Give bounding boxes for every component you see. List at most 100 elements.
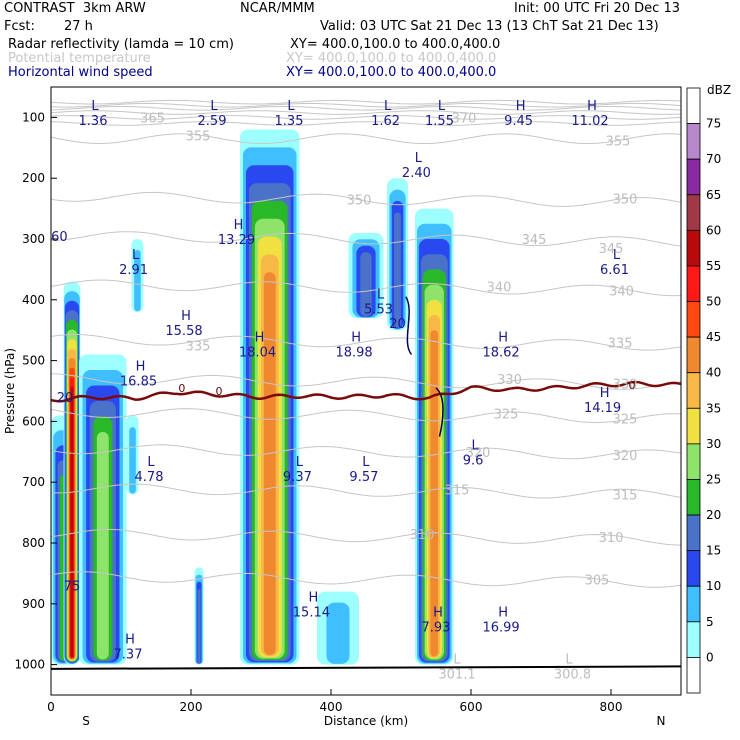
theta-label: 335 [608,336,633,351]
reflectivity-band [240,129,300,665]
theta-contour-line [51,133,681,145]
x-tick-label: 0 [47,700,55,714]
reflectivity-band [195,574,203,665]
reflectivity-band [424,284,444,660]
wind-contour-line [435,387,444,437]
plot-frame [50,86,682,696]
reflectivity-band [251,200,288,660]
reflectivity-band [422,269,446,661]
theta-label: 340 [609,285,634,300]
theta-low-label: L [453,653,461,668]
wind-contour-label: 60 [51,230,68,245]
wind-extremum-value: 18.98 [335,345,372,360]
reflectivity-band [134,249,141,312]
field-name-reflectivity: Radar reflectivity (lamda = 10 cm) [8,37,234,52]
theta-label: 315 [613,488,638,503]
reflectivity-band [254,218,285,659]
theta-contour-line [51,115,681,120]
theta-contour-line [51,279,681,297]
wind-extremum-type: H [181,309,191,324]
theta-label: 325 [494,407,519,422]
colorbar-tick-label: 55 [706,259,721,273]
colorbar-swatch [686,336,701,374]
wind-extremum-value: 1.35 [275,114,304,129]
theta-contour-line [51,373,681,390]
wind-extremum-value: 2.59 [198,114,227,129]
theta-label: 345 [599,242,624,257]
colorbar-swatch [686,265,701,302]
reflectivity-band [68,358,76,660]
wind-extremum-value: 9.6 [463,454,484,469]
colorbar-tick-label: 35 [706,401,721,415]
valid-time: Valid: 03 UTC Sat 21 Dec 13 (13 ChT Sat … [320,19,659,34]
theta-contour-line [51,444,681,460]
reflectivity-band [197,589,201,664]
theta-contour-line [51,191,681,207]
reflectivity-band [389,189,406,330]
colorbar-tick-label: 60 [706,223,721,237]
theta-label: 310 [599,531,624,546]
colorbar-swatch [686,87,701,124]
reflectivity-band [260,254,279,657]
wind-extremum-value: 15.58 [165,324,202,339]
theta-label: 340 [487,280,512,295]
reflectivity-band [196,581,202,664]
reflectivity-band [248,183,291,662]
theta-label: 345 [522,233,547,248]
colorbar-swatch [686,550,701,587]
colorbar-tick-label: 20 [706,508,721,522]
wind-extremum-value: 9.45 [504,114,533,129]
wind-extremum-value: 15.14 [293,606,330,621]
reflectivity-band [131,239,144,312]
colorbar-tick-label: 30 [706,437,721,451]
forecast-hours: 27 h [64,19,93,34]
theta-contour-line [51,231,681,247]
reflectivity-band [129,427,136,494]
theta-label: 300.8 [554,668,591,683]
reflectivity-field [51,129,454,665]
field-name-theta: Potential temperature [8,51,151,66]
colorbar-swatch [686,443,701,480]
wind-contour-line [405,296,413,356]
wind-contour-label: 75 [64,580,81,595]
freezing-level-label: 0 [629,379,636,392]
wind-extremum-type: H [433,606,443,621]
colorbar-tick-label: 40 [706,366,721,380]
wind-extremum-value: 5.53 [364,303,393,318]
wind-contour-label: 20 [389,317,406,332]
reflectivity-band [242,147,297,664]
reflectivity-band [59,475,67,661]
wind-extremum-type: L [296,455,304,470]
wind-extremum-type: H [498,330,508,345]
wind-extremum-type: L [147,455,155,470]
x-tick-label: 200 [180,700,203,714]
reflectivity-band [430,330,439,657]
freezing-level [51,296,681,437]
colorbar-swatch [686,194,701,231]
colorbar-tick-label: 10 [706,579,721,593]
wind-extremum-value: 7.93 [422,621,451,636]
wind-extremum-value: 9.37 [283,470,312,485]
wind-extremum-value: 4.78 [135,470,164,485]
x-tick-label: 400 [320,700,343,714]
reflectivity-band [64,300,80,664]
reflectivity-band [89,401,116,662]
theta-label: 355 [186,130,211,145]
wind-extremum-value: 16.99 [482,621,519,636]
colorbar-tick-label: 70 [706,152,721,166]
reflectivity-band [65,310,79,663]
wind-extremum-type: L [471,439,479,454]
reflectivity-band [416,223,452,664]
reflectivity-band [194,567,204,665]
reflectivity-band [96,432,109,660]
colorbar-tick-label: 25 [706,472,721,486]
field-xy-wind: XY= 400.0,100.0 to 400.0,400.0 [286,65,497,80]
colorbar-tick-label: 45 [706,330,721,344]
theta-label: 330 [613,378,638,393]
reflectivity-band [51,415,76,665]
reflectivity-band [394,212,401,328]
wind-extremum-type: H [255,330,265,345]
wind-extremum-value: 1.55 [425,114,454,129]
wind-extremum-type: H [309,591,319,606]
